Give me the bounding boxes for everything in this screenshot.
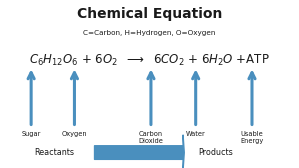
Text: C=Carbon, H=Hydrogen, O=Oxygen: C=Carbon, H=Hydrogen, O=Oxygen [83, 30, 216, 36]
Text: Oxygen: Oxygen [62, 131, 87, 137]
Text: Carbon
Dioxide: Carbon Dioxide [138, 131, 163, 144]
Text: Products: Products [199, 148, 233, 157]
Text: Water: Water [186, 131, 206, 137]
Text: $C_6H_{12}O_6$ + 6$O_2$  $\longrightarrow$  6$CO_2$ + 6$H_2O$ +ATP: $C_6H_{12}O_6$ + 6$O_2$ $\longrightarrow… [29, 52, 270, 68]
Text: Chemical Equation: Chemical Equation [77, 7, 222, 21]
Text: Usable
Energy: Usable Energy [240, 131, 264, 144]
Text: Reactants: Reactants [34, 148, 74, 157]
Text: Sugar: Sugar [22, 131, 41, 137]
